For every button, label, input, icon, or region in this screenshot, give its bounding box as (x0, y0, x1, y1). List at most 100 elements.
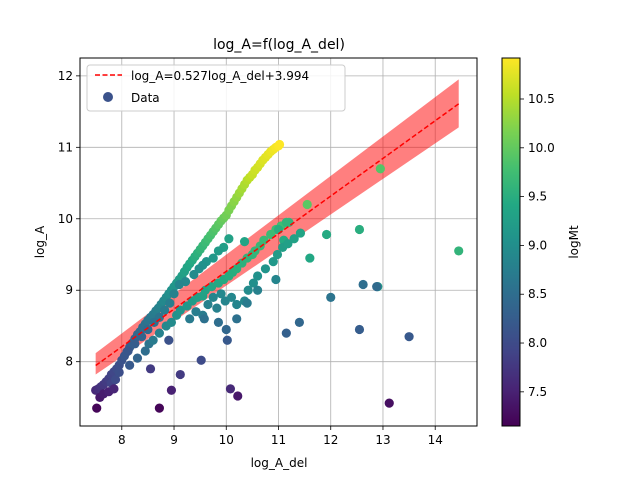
colorbar-tick-label: 10.0 (528, 141, 555, 155)
data-point (239, 237, 250, 247)
data-point (225, 384, 236, 394)
data-point (137, 332, 147, 342)
data-point (358, 279, 368, 290)
y-axis-label: log_A (33, 225, 47, 258)
data-point (271, 274, 281, 285)
data-point (221, 324, 231, 335)
data-point (232, 299, 242, 310)
data-point (148, 335, 158, 345)
data-point (203, 299, 213, 310)
data-point (213, 246, 224, 256)
data-point (175, 369, 185, 380)
colorbar-gradient (501, 57, 521, 427)
data-point (212, 303, 222, 313)
x-tick-label: 9 (170, 433, 178, 447)
data-point (354, 324, 365, 335)
data-point (354, 224, 365, 235)
data-point (375, 164, 385, 174)
data-point (130, 339, 140, 349)
data-point (372, 282, 382, 292)
data-point (174, 279, 184, 290)
legend-fit-label: log_A=0.527log_A_del+3.994 (131, 69, 309, 83)
data-point (185, 314, 195, 324)
data-point (140, 346, 150, 356)
data-point (454, 246, 464, 256)
data-point (160, 305, 170, 315)
data-point (281, 328, 291, 338)
data-point (92, 403, 102, 413)
data-point (283, 239, 293, 249)
data-point (166, 317, 177, 327)
colorbar-tick-label: 10.5 (528, 92, 555, 106)
y-tick-label: 8 (65, 355, 73, 369)
data-point (166, 385, 177, 395)
data-point (123, 346, 133, 356)
colorbar-tick-label: 8.0 (528, 336, 547, 350)
data-point (189, 269, 199, 280)
data-point (305, 253, 315, 263)
data-point (224, 234, 234, 244)
data-points (91, 139, 464, 413)
data-point (273, 224, 284, 235)
data-point (109, 384, 119, 394)
legend-data-label: Data (131, 91, 160, 105)
data-point (284, 217, 294, 227)
x-tick-label: 11 (271, 433, 286, 447)
data-point (295, 228, 306, 238)
data-point (213, 317, 224, 327)
legend-box (86, 64, 346, 112)
y-tick-label: 10 (58, 212, 73, 226)
x-axis-ticks: 8 9 10 11 12 13 14 (118, 426, 443, 447)
data-point (154, 328, 164, 338)
data-point (384, 398, 394, 408)
data-point (248, 278, 259, 288)
colorbar-tick-label: 8.5 (528, 287, 547, 301)
x-tick-label: 13 (375, 433, 390, 447)
legend: log_A=0.527log_A_del+3.994 Data (86, 64, 346, 112)
y-tick-label: 11 (58, 140, 73, 154)
data-point (169, 289, 179, 299)
colorbar-tick-label: 7.5 (528, 385, 547, 399)
data-point (164, 335, 174, 345)
data-point (268, 257, 278, 267)
y-tick-label: 9 (65, 283, 73, 297)
data-point (274, 139, 285, 150)
data-point (253, 271, 263, 281)
colorbar-tick-label: 9.5 (528, 190, 547, 204)
data-point (326, 292, 336, 302)
data-point (110, 374, 121, 385)
data-point (165, 298, 175, 308)
colorbar-label: logMt (567, 225, 581, 259)
data-point (175, 305, 185, 315)
data-point (125, 360, 135, 370)
data-point (260, 264, 271, 274)
x-tick-label: 10 (219, 433, 234, 447)
data-point (404, 332, 414, 342)
data-point (191, 307, 201, 317)
data-point (222, 335, 232, 345)
data-point (114, 367, 124, 378)
x-tick-label: 8 (118, 433, 126, 447)
chart-title: log_A=f(log_A_del) (213, 37, 345, 53)
data-point (294, 317, 304, 327)
colorbar-tick-label: 9.0 (528, 238, 547, 252)
data-point (242, 298, 252, 308)
data-point (208, 292, 218, 302)
data-point (199, 314, 209, 324)
data-point (243, 285, 253, 295)
data-point (232, 314, 242, 324)
data-point (154, 403, 164, 413)
data-point (272, 249, 283, 260)
y-axis-ticks: 8 9 10 11 12 (58, 69, 80, 369)
x-tick-label: 12 (323, 433, 338, 447)
data-point (143, 324, 153, 335)
data-point (226, 292, 237, 302)
data-point (321, 229, 332, 240)
data-point (253, 285, 263, 295)
x-axis-label: log_A_del (251, 456, 308, 470)
data-point (145, 364, 156, 374)
data-point (196, 355, 206, 365)
data-point (132, 353, 143, 363)
colorbar: 7.5 8.0 8.5 9.0 9.5 10.0 10.5 logMt (501, 57, 581, 427)
data-point (208, 253, 218, 263)
